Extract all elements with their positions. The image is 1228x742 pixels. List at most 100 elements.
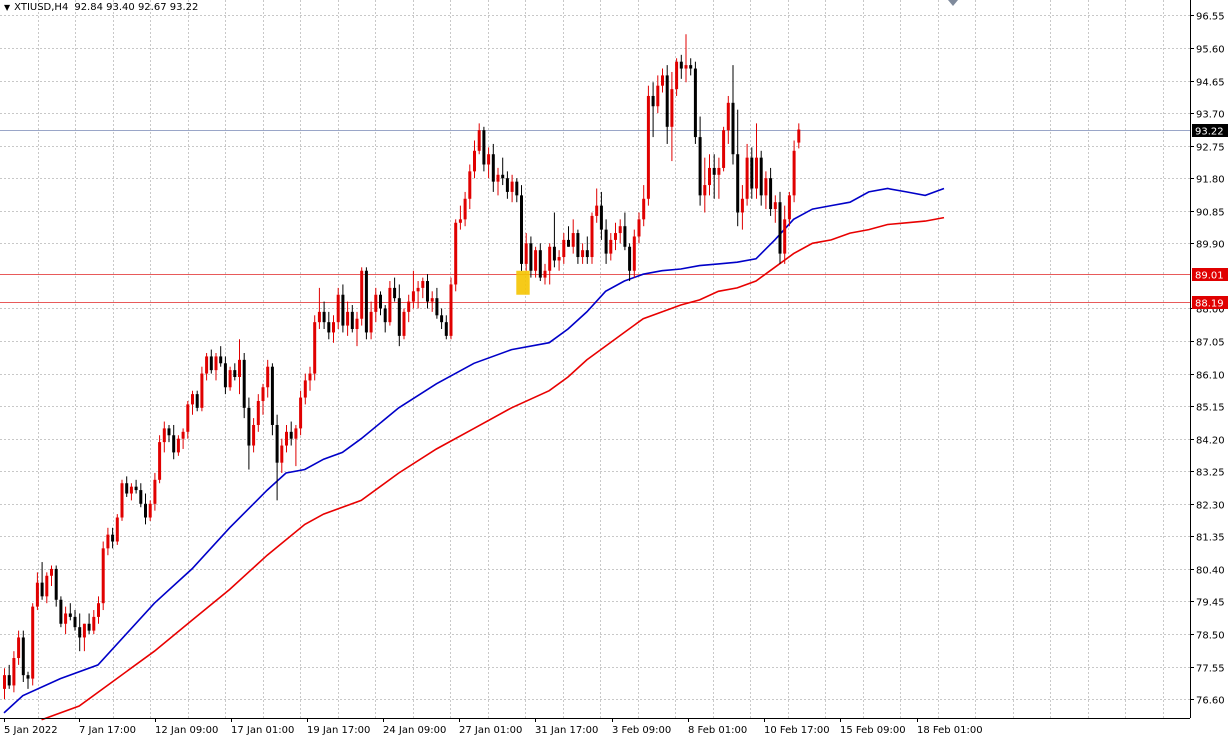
candle	[623, 212, 627, 251]
candle	[646, 85, 650, 206]
candle-body	[693, 68, 697, 138]
candle-body	[101, 548, 105, 604]
candle-body	[797, 129, 801, 143]
candle	[275, 414, 279, 501]
candle-body	[487, 154, 491, 165]
candle-body	[350, 311, 354, 330]
candle	[73, 610, 77, 631]
candle	[242, 353, 246, 419]
candle	[548, 243, 552, 285]
candle-body	[416, 287, 420, 292]
x-tick-label: 31 Jan 17:00	[535, 725, 598, 736]
candle-body	[59, 599, 63, 624]
candle-body	[369, 311, 373, 333]
candle-body	[698, 137, 702, 196]
candle	[176, 435, 180, 456]
y-tick-label: 95.60	[1196, 45, 1225, 56]
symbol-label: XTIUSD,H4	[14, 2, 69, 13]
candle-body	[764, 178, 768, 196]
candle	[679, 54, 683, 79]
candle	[665, 65, 669, 144]
candle-body	[675, 61, 679, 90]
chart-header: ▼ XTIUSD,H4 92.84 93.40 92.67 93.22	[4, 2, 198, 13]
candle-body	[285, 431, 288, 446]
candle	[651, 82, 655, 138]
y-tick-label: 78.50	[1196, 631, 1225, 642]
candle	[717, 157, 721, 199]
candle	[106, 527, 110, 556]
candle-body	[552, 246, 556, 261]
candle	[604, 219, 608, 264]
candle-body	[388, 287, 392, 323]
candle-body	[708, 167, 711, 186]
candle-body	[134, 486, 138, 491]
y-tick-label: 93.70	[1196, 110, 1225, 121]
candle-body	[144, 503, 147, 518]
candle	[97, 596, 100, 624]
candle-body	[590, 215, 594, 258]
candle	[703, 157, 707, 213]
candle-body	[393, 287, 397, 299]
candle	[585, 236, 589, 264]
candle	[3, 668, 6, 700]
candle	[726, 95, 730, 144]
candle-body	[158, 442, 162, 480]
candle-body	[411, 291, 415, 302]
candle-body	[50, 568, 53, 576]
candle	[280, 438, 284, 473]
candle-body	[238, 359, 241, 377]
y-tick-label: 77.55	[1196, 664, 1225, 675]
candle-body	[543, 270, 547, 278]
chart-shift-marker-icon[interactable]	[948, 0, 958, 6]
candle	[129, 483, 133, 501]
candle-body	[172, 435, 176, 453]
candle	[261, 383, 265, 415]
y-tick-label: 90.85	[1196, 208, 1225, 219]
candle-body	[148, 503, 152, 518]
candle	[12, 651, 16, 693]
candle	[454, 219, 458, 292]
candle	[139, 483, 143, 508]
candle-body	[45, 575, 49, 597]
candle-body	[778, 202, 782, 254]
candle	[172, 424, 176, 460]
x-tick-label: 19 Jan 17:00	[307, 725, 370, 736]
candle	[693, 61, 697, 144]
candle-body	[209, 356, 213, 371]
candle-body	[614, 233, 617, 240]
candle-body	[787, 195, 791, 220]
candle	[477, 123, 481, 155]
candle	[233, 363, 237, 381]
candle-body	[256, 400, 260, 425]
candle	[712, 154, 716, 199]
candle-body	[759, 157, 763, 196]
candle	[101, 541, 105, 611]
candle	[609, 233, 613, 261]
candle	[599, 191, 603, 240]
candle-body	[571, 233, 575, 247]
candle-body	[689, 65, 693, 69]
candle-body	[651, 95, 655, 107]
candle-body	[379, 294, 382, 309]
candle-body	[755, 157, 758, 189]
candle	[205, 353, 209, 381]
candle	[482, 126, 486, 172]
candle-body	[364, 270, 368, 333]
candle	[78, 613, 82, 652]
candle	[444, 315, 448, 340]
candle-body	[214, 356, 218, 371]
candle-body	[468, 171, 472, 199]
symbol-dropdown-icon[interactable]: ▼	[4, 3, 11, 12]
candle	[689, 58, 693, 76]
candle	[595, 188, 599, 223]
candle	[458, 205, 462, 230]
candle-body	[665, 75, 669, 127]
x-tick-label: 12 Jan 09:00	[155, 725, 218, 736]
candle-body	[458, 219, 462, 223]
candle	[755, 123, 758, 199]
candle-body	[355, 318, 359, 330]
candle	[407, 294, 411, 323]
y-tick-label: 94.65	[1196, 78, 1225, 89]
